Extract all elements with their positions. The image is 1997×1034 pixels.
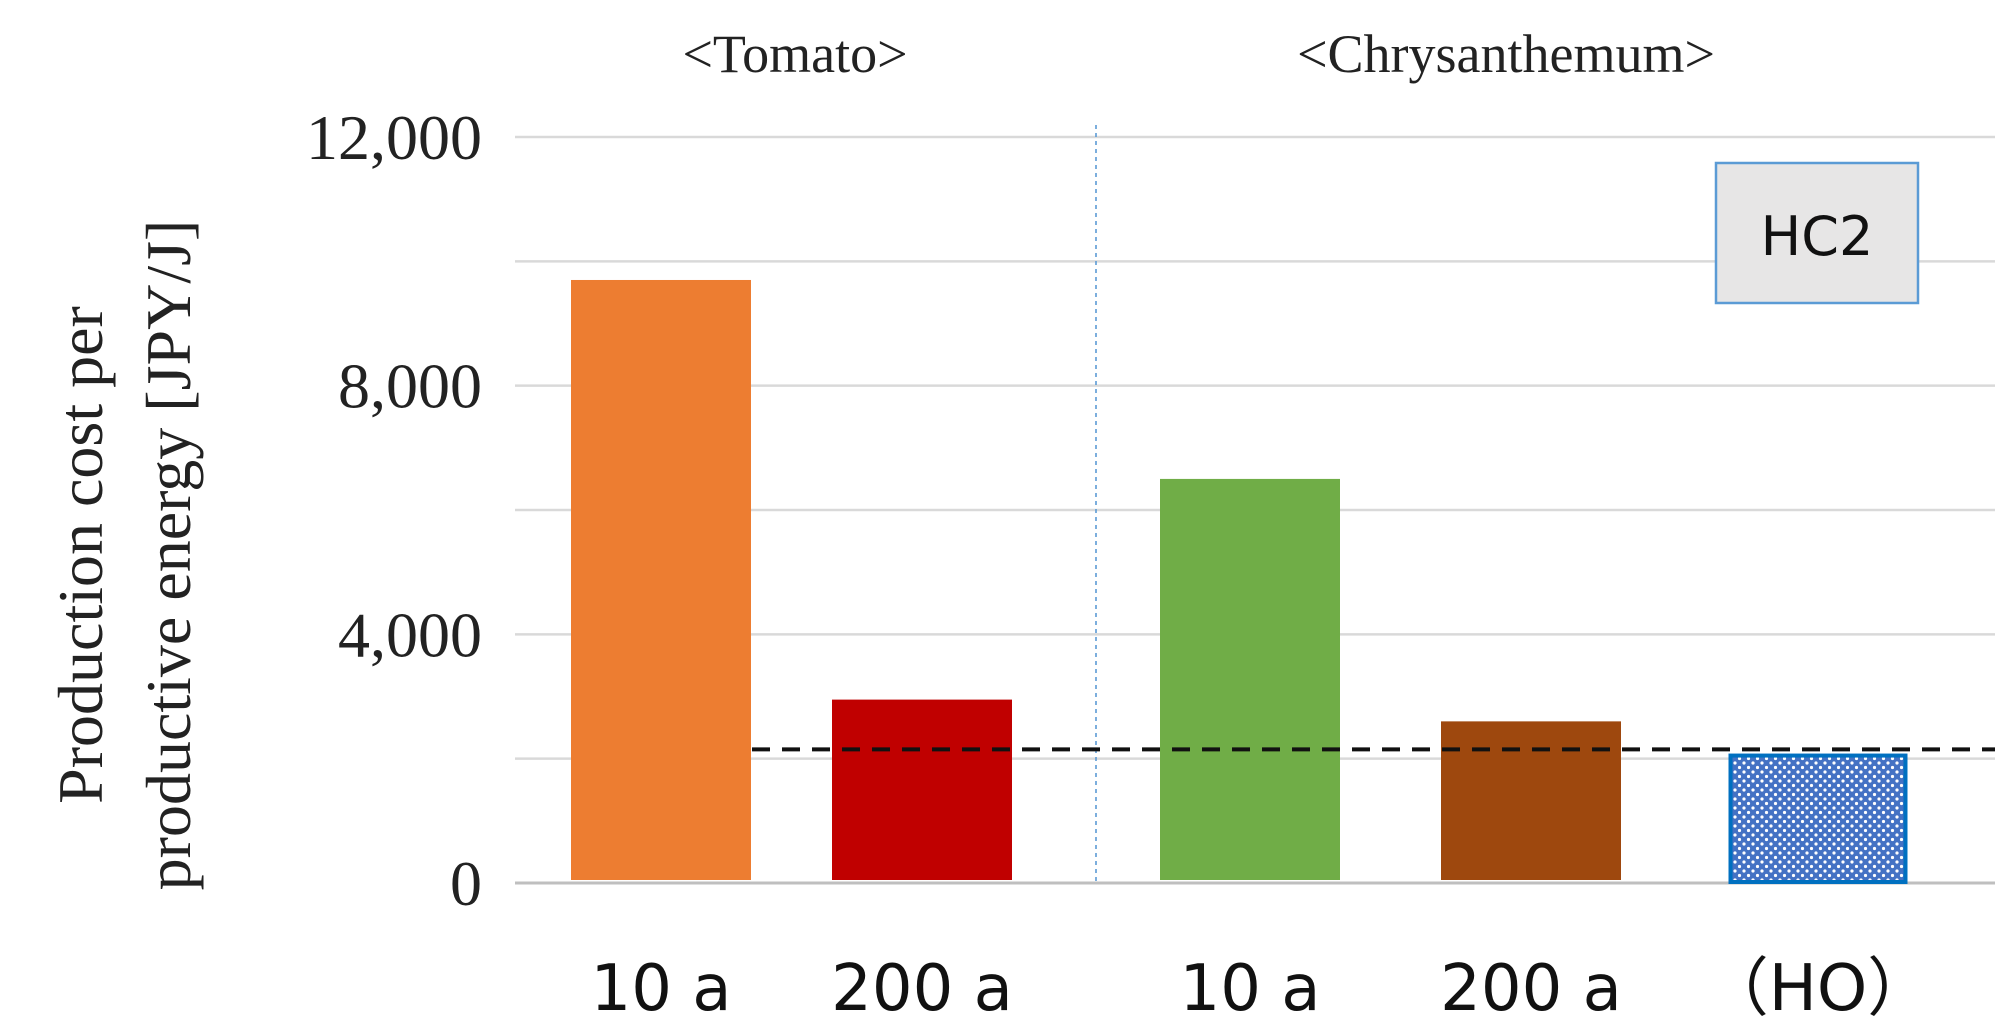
y-tick-label: 4,000	[338, 599, 482, 670]
annotation-box	[1714, 161, 1920, 305]
group-label-tomato: <Tomato>	[682, 24, 907, 84]
x-tick-label: 200 a	[1440, 952, 1622, 1026]
bar	[1728, 753, 1908, 885]
x-tick-labels: 10 a 200 a 10 a 200 a （HO）	[591, 952, 1932, 1026]
annotation-label: HC2	[1761, 205, 1874, 268]
x-tick-label: 10 a	[1180, 952, 1321, 1026]
bar	[832, 699, 1012, 880]
bar	[1441, 721, 1621, 880]
x-tick-label: 200 a	[831, 952, 1013, 1026]
y-axis-title-line-2: productive energy [JPY/J]	[133, 220, 204, 891]
y-axis-title: Production cost per productive energy [J…	[45, 220, 204, 891]
x-tick-label: （HO）	[1705, 952, 1932, 1026]
bar	[571, 279, 751, 880]
y-tick-labels: 0 4,000 8,000 12,000	[306, 102, 482, 919]
bar	[1160, 478, 1340, 880]
y-tick-label: 8,000	[338, 351, 482, 422]
y-axis-title-line-1: Production cost per	[45, 306, 116, 804]
y-tick-label: 12,000	[306, 102, 482, 173]
group-label-chrysanthemum: <Chrysanthemum>	[1297, 24, 1715, 84]
x-tick-label: 10 a	[591, 952, 732, 1026]
bars	[571, 279, 1908, 885]
y-tick-label: 0	[450, 848, 482, 919]
